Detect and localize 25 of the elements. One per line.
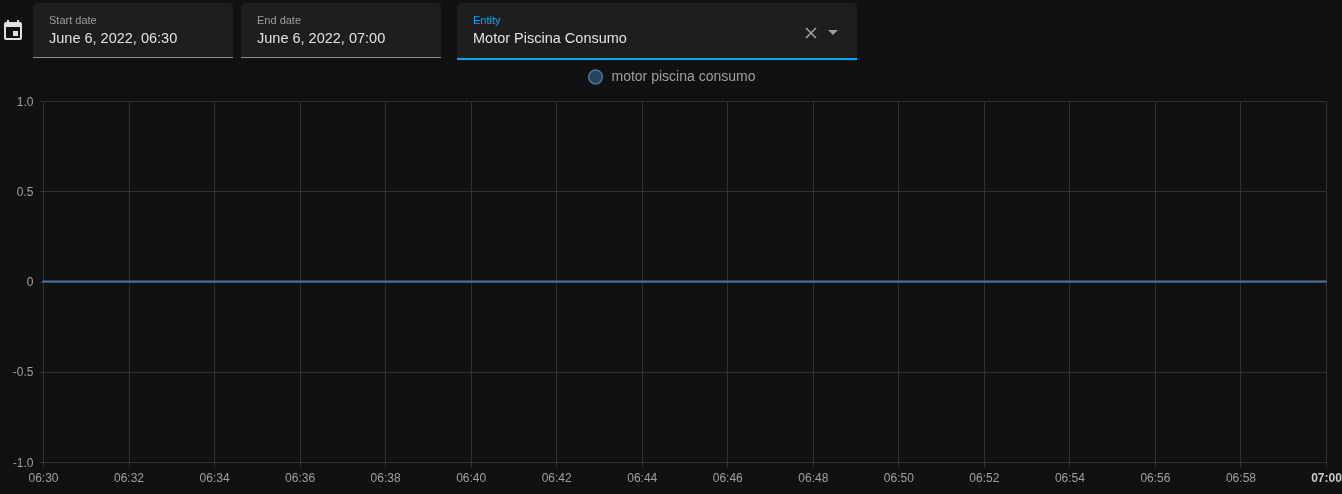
date-field: Start date June 6, 2022, 06:30 [33,3,233,58]
x-tick-label: 06:40 [456,470,487,485]
x-tick-label: 06:30 [28,470,59,485]
y-tick-label: -0.5 [12,365,34,380]
y-tick-label: 1.0 [16,94,34,109]
x-tick-label: 06:44 [627,470,658,485]
x-tick-label: 06:54 [1054,470,1086,485]
y-tick-label: 0.5 [16,184,34,199]
x-tick-label: 06:38 [370,470,401,485]
x-tick-label: 06:50 [883,470,915,485]
select-field: Entity Motor Piscina Consumo [457,3,857,60]
x-tick-label: 06:56 [1140,470,1171,485]
x-tick-label: 06:34 [199,470,230,485]
x-tick-label: 06:36 [285,470,316,485]
x-tick-label: 06:48 [798,470,829,485]
x-tick-label: 06:58 [1225,470,1257,485]
x-tick-label: 06:52 [969,470,1000,485]
legend-label: motor piscina consumo [611,68,756,84]
x-tick-label: 06:32 [114,470,145,485]
x-tick-label: 07:00 [1311,470,1342,485]
x-tick-label: 06:42 [541,470,573,485]
y-tick-label: -1.0 [12,455,34,470]
date-field: End date June 6, 2022, 07:00 [241,3,441,58]
x-tick-label: 06:46 [712,470,744,485]
y-tick-label: 0 [26,275,34,289]
